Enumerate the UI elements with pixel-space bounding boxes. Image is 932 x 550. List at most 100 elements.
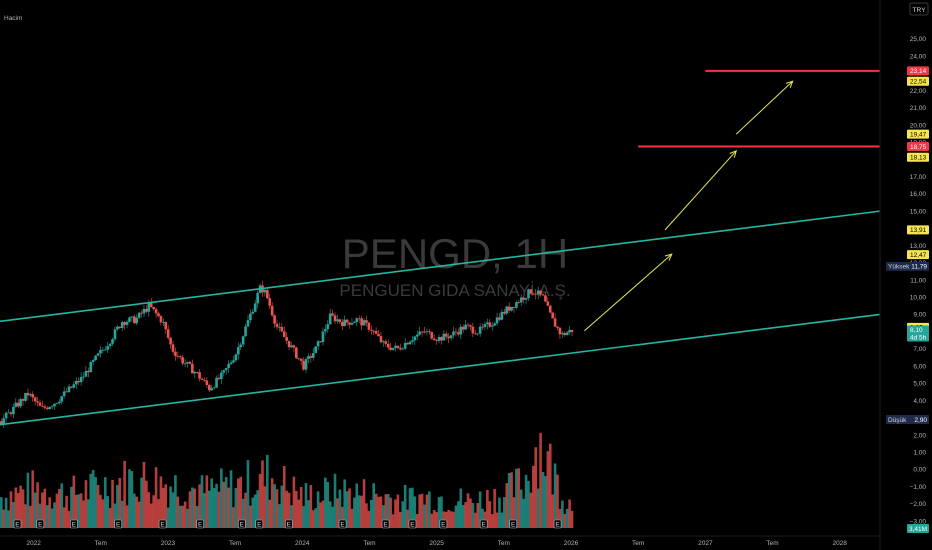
- candle-body: [282, 331, 286, 338]
- volume-bar: [430, 513, 434, 528]
- candle-body: [2, 418, 6, 425]
- volume-bar: [507, 473, 511, 528]
- volume-bar: [379, 496, 383, 528]
- y-tick-label: −3,00: [910, 518, 927, 525]
- price-tag-box: [907, 76, 929, 86]
- volume-bar: [321, 500, 325, 528]
- price-scale[interactable]: [880, 0, 932, 550]
- y-tick-label: 17,00: [910, 174, 927, 181]
- candle-body: [253, 303, 257, 312]
- candle-body: [297, 358, 301, 360]
- volume-bar: [539, 432, 542, 528]
- candle-body: [556, 326, 559, 328]
- candle-body: [220, 372, 223, 380]
- volume-bar: [546, 451, 550, 528]
- volume-bar: [447, 509, 450, 528]
- candle-body: [367, 322, 371, 330]
- candle-body: [430, 332, 434, 339]
- arrow-head: [729, 149, 738, 158]
- volume-bar: [14, 487, 18, 528]
- volume-bar: [420, 493, 424, 528]
- volume-bar: [551, 494, 554, 528]
- candle-body: [486, 322, 489, 325]
- volume-bar: [135, 496, 139, 528]
- candle-body: [527, 289, 530, 299]
- candle-body: [360, 318, 363, 326]
- earnings-marker-box: [196, 519, 204, 529]
- candle-body: [512, 306, 516, 308]
- volume-bar: [227, 487, 230, 528]
- arrow-shaft: [664, 150, 737, 231]
- volume-bar: [452, 511, 455, 528]
- candle-body: [328, 313, 332, 325]
- candle-body: [232, 360, 235, 363]
- earnings-marker-label: E: [441, 522, 446, 529]
- volume-bar: [466, 493, 470, 528]
- candle-body: [418, 331, 421, 335]
- candle-body: [292, 345, 296, 348]
- candle-body: [62, 391, 66, 397]
- earnings-marker-label: E: [116, 522, 121, 529]
- earnings-marker-box: [479, 519, 488, 529]
- volume-bar: [246, 460, 250, 528]
- candle-body: [135, 317, 139, 324]
- candle-body: [348, 322, 351, 325]
- volume-bar: [268, 499, 272, 528]
- volume-bar: [331, 506, 334, 528]
- candle-body: [249, 313, 252, 321]
- candle-body: [442, 333, 446, 341]
- volume-tag-box: [907, 524, 929, 533]
- currency-button[interactable]: [909, 2, 929, 16]
- candle-body: [236, 347, 240, 355]
- candle-body: [391, 347, 395, 350]
- volume-bar: [326, 482, 330, 528]
- candle-body: [50, 406, 54, 408]
- volume-bar: [0, 497, 3, 528]
- volume-bar: [193, 488, 197, 528]
- candle-body: [333, 315, 337, 322]
- candle-body: [307, 356, 310, 359]
- volume-bar: [454, 505, 458, 528]
- candle-body: [103, 349, 107, 351]
- y-tick-label: 9,00: [913, 312, 926, 319]
- x-tick-label: 2025: [429, 540, 444, 547]
- candle-body: [558, 327, 562, 335]
- candle-body: [166, 329, 170, 338]
- volume-bar: [292, 476, 296, 528]
- volume-bar: [9, 491, 13, 528]
- price-tag-label: 13,91: [910, 227, 927, 234]
- price-tags: 23,1422,5419,4718,7518,1313,9112,478,258…: [886, 66, 929, 533]
- volume-bar: [229, 470, 233, 528]
- volume-bar: [510, 472, 513, 528]
- earnings-marker-label: E: [383, 522, 388, 529]
- volume-bar: [16, 492, 20, 528]
- candle-body: [423, 331, 426, 333]
- volume-bar: [357, 495, 361, 528]
- candle-body: [548, 305, 552, 313]
- candle-body: [481, 326, 484, 328]
- candle-body: [551, 312, 554, 319]
- candle-body: [207, 385, 211, 391]
- volume-bar: [249, 505, 252, 528]
- volume-bar: [384, 494, 388, 528]
- volume-bar: [565, 508, 569, 528]
- candle-body: [353, 321, 356, 323]
- earnings-marker-box: [509, 519, 518, 529]
- x-tick-label: Tem: [363, 540, 375, 547]
- candle-body: [157, 313, 160, 317]
- drawings[interactable]: [0, 69, 881, 426]
- volume-bar: [41, 492, 44, 528]
- candle-body: [77, 380, 80, 383]
- candle-body: [495, 317, 499, 324]
- volume-bar: [67, 510, 71, 528]
- volume-bar: [493, 488, 496, 528]
- candle-body: [58, 401, 61, 404]
- currency-label: TRY: [913, 7, 927, 14]
- candle-body: [505, 306, 509, 314]
- volume-bar: [370, 499, 373, 528]
- y-tick-label: 11,00: [910, 277, 926, 284]
- candle-body: [345, 319, 349, 323]
- volume-bar: [382, 505, 385, 528]
- volume-bar: [215, 483, 218, 528]
